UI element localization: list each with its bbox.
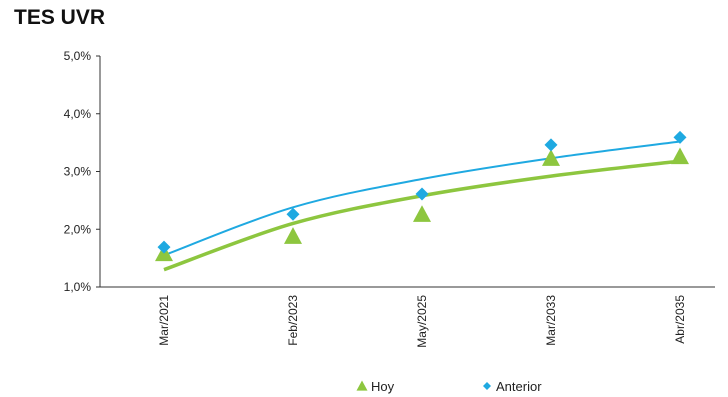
legend-marker-hoy bbox=[356, 380, 368, 391]
x-tick-label: Mar/2033 bbox=[544, 295, 558, 346]
y-tick-label: 1,0% bbox=[64, 280, 92, 294]
y-tick-label: 3,0% bbox=[64, 165, 92, 179]
x-tick-label: Mar/2021 bbox=[157, 295, 171, 346]
marker-hoy bbox=[542, 149, 560, 166]
y-tick-label: 2,0% bbox=[64, 222, 92, 236]
x-tick-label: Feb/2023 bbox=[286, 295, 300, 346]
legend-marker-anterior bbox=[483, 382, 491, 390]
legend: Hoy Anterior bbox=[356, 379, 542, 394]
trendline-anterior bbox=[163, 140, 681, 257]
marker-hoy bbox=[284, 227, 302, 244]
y-tick-label: 5,0% bbox=[64, 49, 92, 63]
marker-hoy bbox=[413, 205, 431, 222]
marker-anterior bbox=[415, 187, 429, 201]
marker-anterior bbox=[157, 240, 171, 254]
axes bbox=[96, 55, 715, 288]
marker-hoy bbox=[671, 147, 689, 165]
marker-anterior bbox=[544, 138, 558, 152]
legend-label-hoy: Hoy bbox=[371, 379, 395, 394]
y-tick-label: 4,0% bbox=[64, 107, 92, 121]
tick-labels: 1,0% 2,0% 3,0% 4,0% 5,0% Mar/2021 Feb/2023 May/… bbox=[64, 49, 687, 348]
marker-anterior bbox=[673, 130, 687, 144]
x-tick-label: May/2025 bbox=[415, 295, 429, 348]
markers bbox=[155, 130, 689, 262]
legend-label-anterior: Anterior bbox=[496, 379, 542, 394]
x-tick-label: Abr/2035 bbox=[673, 295, 687, 344]
marker-anterior bbox=[286, 207, 300, 221]
chart-title: TES UVR bbox=[14, 6, 106, 29]
